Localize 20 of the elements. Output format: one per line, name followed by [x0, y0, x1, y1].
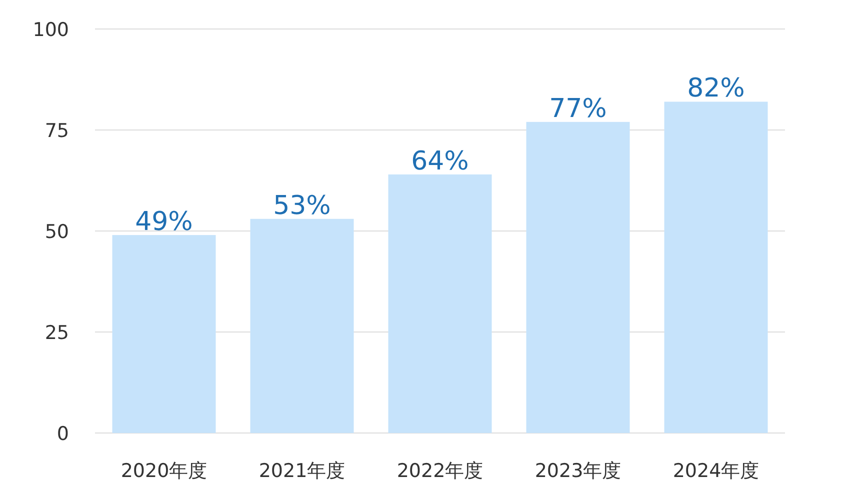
- bar: [112, 235, 216, 433]
- bar: [664, 102, 768, 433]
- x-tick-label: 2022年度: [396, 460, 484, 482]
- y-tick-label: 0: [56, 423, 69, 445]
- data-label: 64%: [411, 146, 469, 176]
- bar: [526, 122, 630, 433]
- y-tick-label: 75: [44, 120, 69, 142]
- x-tick-label: 2023年度: [534, 460, 622, 482]
- y-tick-label: 100: [32, 19, 69, 41]
- data-label: 49%: [135, 207, 193, 238]
- data-label: 53%: [273, 190, 331, 221]
- x-tick-label: 2020年度: [120, 460, 208, 482]
- x-tick-label: 2021年度: [258, 460, 346, 482]
- x-tick-label: 2024年度: [672, 460, 760, 482]
- data-label: 77%: [549, 94, 607, 124]
- bar: [250, 218, 354, 433]
- y-tick-label: 25: [44, 322, 69, 344]
- bar: [388, 174, 492, 433]
- data-label: 82%: [687, 74, 745, 104]
- y-tick-label: 50: [44, 221, 69, 243]
